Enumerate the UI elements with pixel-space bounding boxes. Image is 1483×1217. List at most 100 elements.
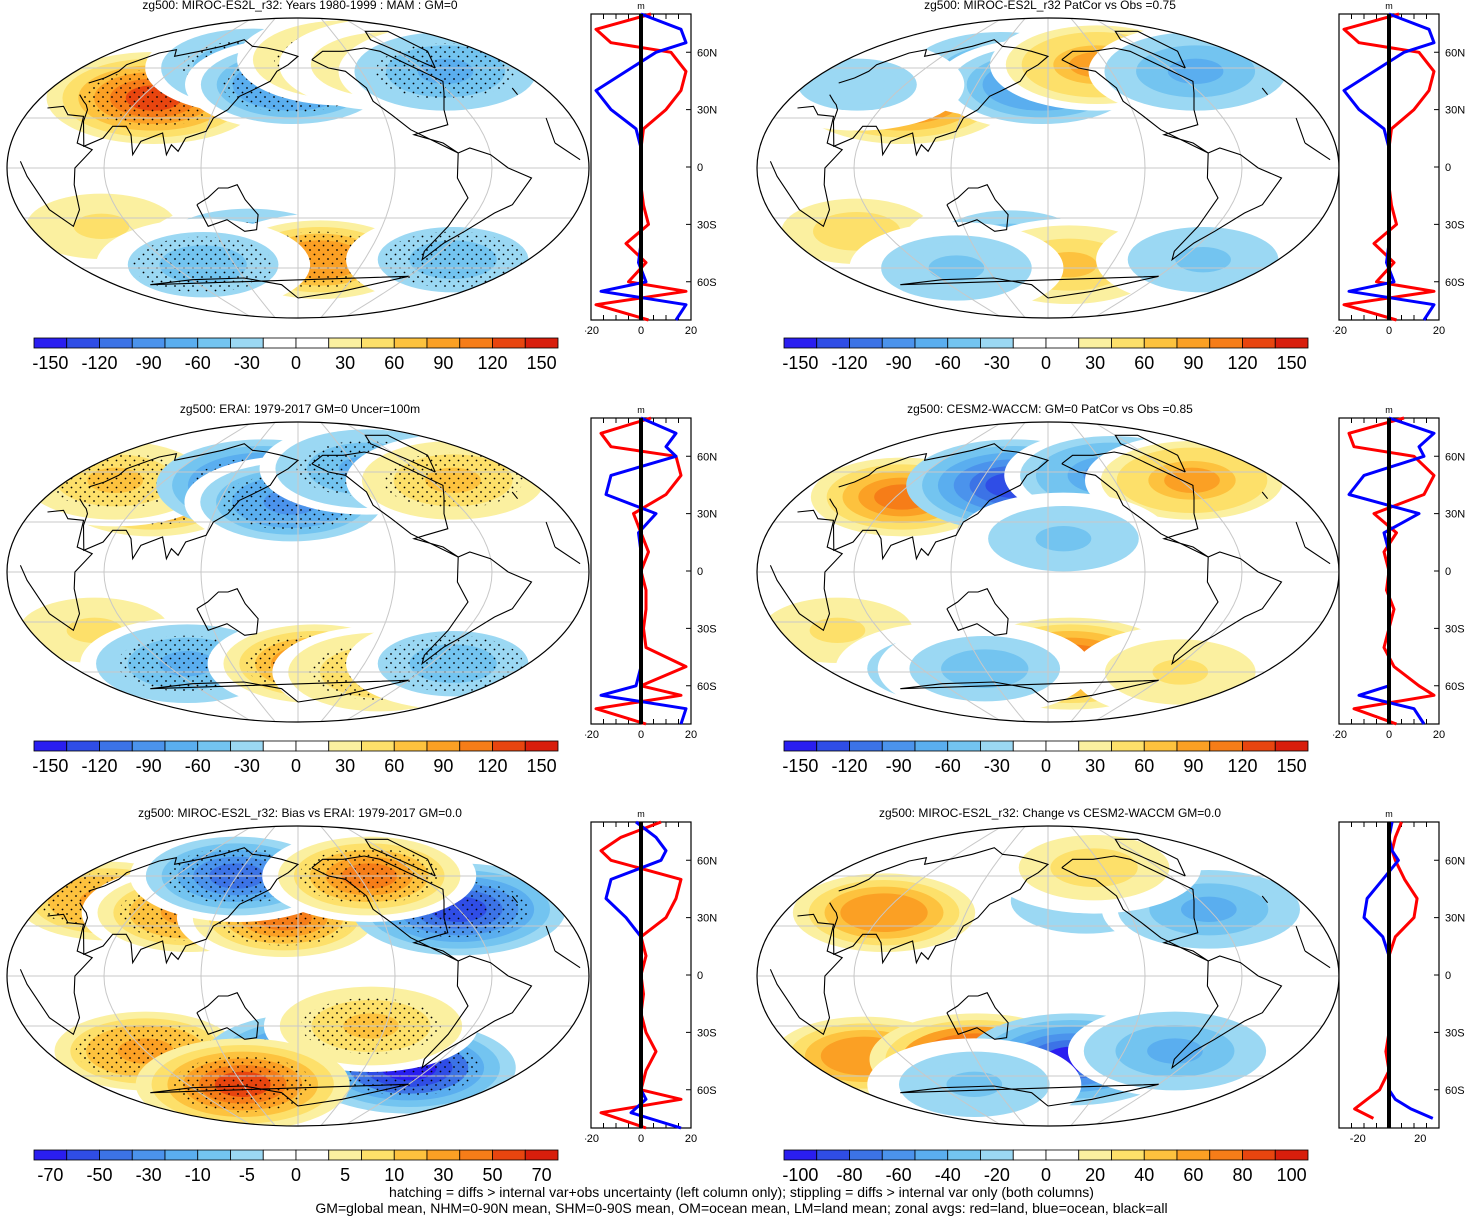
profile-lat-label: 0: [1445, 970, 1451, 982]
colorbar-swatch: [1012, 740, 1047, 752]
anomaly-contour: [809, 617, 866, 643]
colorbar-label: -70: [37, 1165, 63, 1185]
colorbar-label: 20: [1085, 1165, 1105, 1185]
colorbar-label: 60: [1134, 756, 1154, 776]
coastline-antarctica: [150, 679, 409, 703]
coastlines: [19, 434, 581, 703]
colorbar-label: 30: [335, 756, 355, 776]
longitude-line: [1093, 18, 1243, 318]
map-panel-4: [756, 421, 1340, 723]
colorbar-swatch: [980, 337, 1014, 349]
colorbar-label: -30: [234, 353, 260, 373]
coastline-antarctica: [900, 275, 1159, 299]
colorbar-label: -150: [32, 353, 68, 373]
profile-lat-label: 30S: [697, 219, 717, 231]
colorbar-label: 100: [1277, 1165, 1307, 1185]
colorbar-swatch: [66, 740, 100, 752]
profile-lat-label: 30N: [1445, 913, 1465, 925]
coastline-greenland: [1114, 838, 1186, 877]
profile-unit: m: [637, 405, 645, 415]
coastline-australia: [946, 184, 1009, 232]
anomaly-blob: [956, 492, 1171, 585]
colorbar-label: 120: [1227, 353, 1257, 373]
graticule: [757, 422, 1339, 722]
profile-lat-label: 0: [1445, 566, 1451, 578]
colorbar-swatch: [393, 740, 428, 752]
anomaly-blob: [987, 826, 1202, 914]
panel-title-5: zg500: MIROC-ES2L_r32: Bias vs ERAI: 197…: [138, 806, 462, 820]
colorbar-swatch: [99, 1149, 133, 1161]
colorbar-swatch: [881, 740, 916, 752]
map-body: [757, 18, 1339, 318]
colorbar-swatch: [1209, 1149, 1243, 1161]
colorbar-label: 40: [1134, 1165, 1154, 1185]
colorbar-label: -60: [935, 756, 961, 776]
colorbar-label: 0: [291, 756, 301, 776]
colorbar-swatch: [361, 1149, 395, 1161]
colorbar-label: 150: [527, 353, 557, 373]
colorbar-label: -60: [886, 1165, 912, 1185]
colorbar-swatch: [99, 337, 133, 349]
profile-unit: m: [1385, 405, 1393, 415]
colorbar-swatch: [914, 1149, 949, 1161]
colorbar-swatch: [1242, 337, 1276, 349]
colorbar-label: -90: [136, 353, 162, 373]
profile-lat-label: 30N: [1445, 105, 1465, 117]
colorbar-label: 90: [1183, 353, 1203, 373]
graticule: [7, 422, 589, 722]
coastlines: [769, 30, 1331, 299]
colorbar-swatch: [1176, 1149, 1211, 1161]
profile-xtick-label: 20: [685, 325, 697, 337]
coastline-namerica: [1061, 855, 1209, 962]
coastline-australia: [946, 992, 1009, 1040]
colorbar-swatch: [33, 1149, 68, 1161]
colorbar-swatch: [164, 337, 199, 349]
colorbar-swatch: [33, 337, 68, 349]
colorbar-swatch: [295, 337, 330, 349]
stipple-region: [383, 452, 524, 509]
colorbar-swatch: [230, 740, 264, 752]
colorbar-swatch: [131, 1149, 166, 1161]
coastline-africa: [769, 913, 1331, 1036]
zonal-profile-4: m -20 0 20 60N 30N 0 30S 60S: [1333, 405, 1465, 741]
colorbar-swatch: [131, 337, 166, 349]
panel-title-6: zg500: MIROC-ES2L_r32: Change vs CESM2-W…: [878, 806, 1221, 820]
profile-xtick-label: 20: [1433, 729, 1445, 741]
colorbar-label: 60: [384, 756, 404, 776]
colorbar-swatch: [262, 740, 297, 752]
colorbar-label: -120: [831, 756, 867, 776]
colorbar-swatch: [881, 337, 916, 349]
longitude-line: [343, 18, 493, 318]
colorbar-swatch: [426, 337, 461, 349]
colorbar-swatch: [230, 1149, 264, 1161]
coastline-greenland: [1114, 30, 1186, 69]
colorbar-swatch: [1274, 740, 1309, 752]
profile-lat-label: 60S: [697, 1085, 717, 1097]
coastline-samerica: [1171, 955, 1283, 1070]
anomaly-contour: [1035, 526, 1092, 552]
colorbar-swatch: [328, 337, 362, 349]
zonal-profile-1: m -20 0 20 60N 30N 0 30S 60S: [585, 1, 717, 337]
colorbar-swatch: [1111, 1149, 1145, 1161]
longitude-line: [1070, 18, 1146, 318]
colorbar-swatch: [980, 1149, 1014, 1161]
colorbar-swatch: [1274, 1149, 1309, 1161]
colorbar-swatch: [361, 740, 395, 752]
footer-line-2: GM=global mean, NHM=0-90N mean, SHM=0-90…: [315, 1200, 1168, 1216]
profile-lat-label: 30N: [697, 913, 717, 925]
colorbar-swatch: [393, 337, 428, 349]
anomaly-blob: [867, 1038, 1082, 1126]
colorbar-swatch: [914, 337, 949, 349]
coastline-antarctica: [150, 1083, 409, 1107]
colorbar-swatch: [849, 1149, 883, 1161]
colorbar-label: -30: [234, 756, 260, 776]
colorbar-swatch: [1209, 337, 1243, 349]
longitude-line: [1093, 826, 1243, 1126]
graticule: [7, 826, 589, 1126]
colorbar-swatch: [1176, 740, 1211, 752]
colorbar-label: -30: [984, 353, 1010, 373]
colorbar-label: 0: [291, 1165, 301, 1185]
longitude-line: [200, 826, 276, 1126]
zonal-profile-2: m -20 0 20 60N 30N 0 30S 60S: [1333, 1, 1465, 337]
colorbar-swatch: [816, 1149, 850, 1161]
